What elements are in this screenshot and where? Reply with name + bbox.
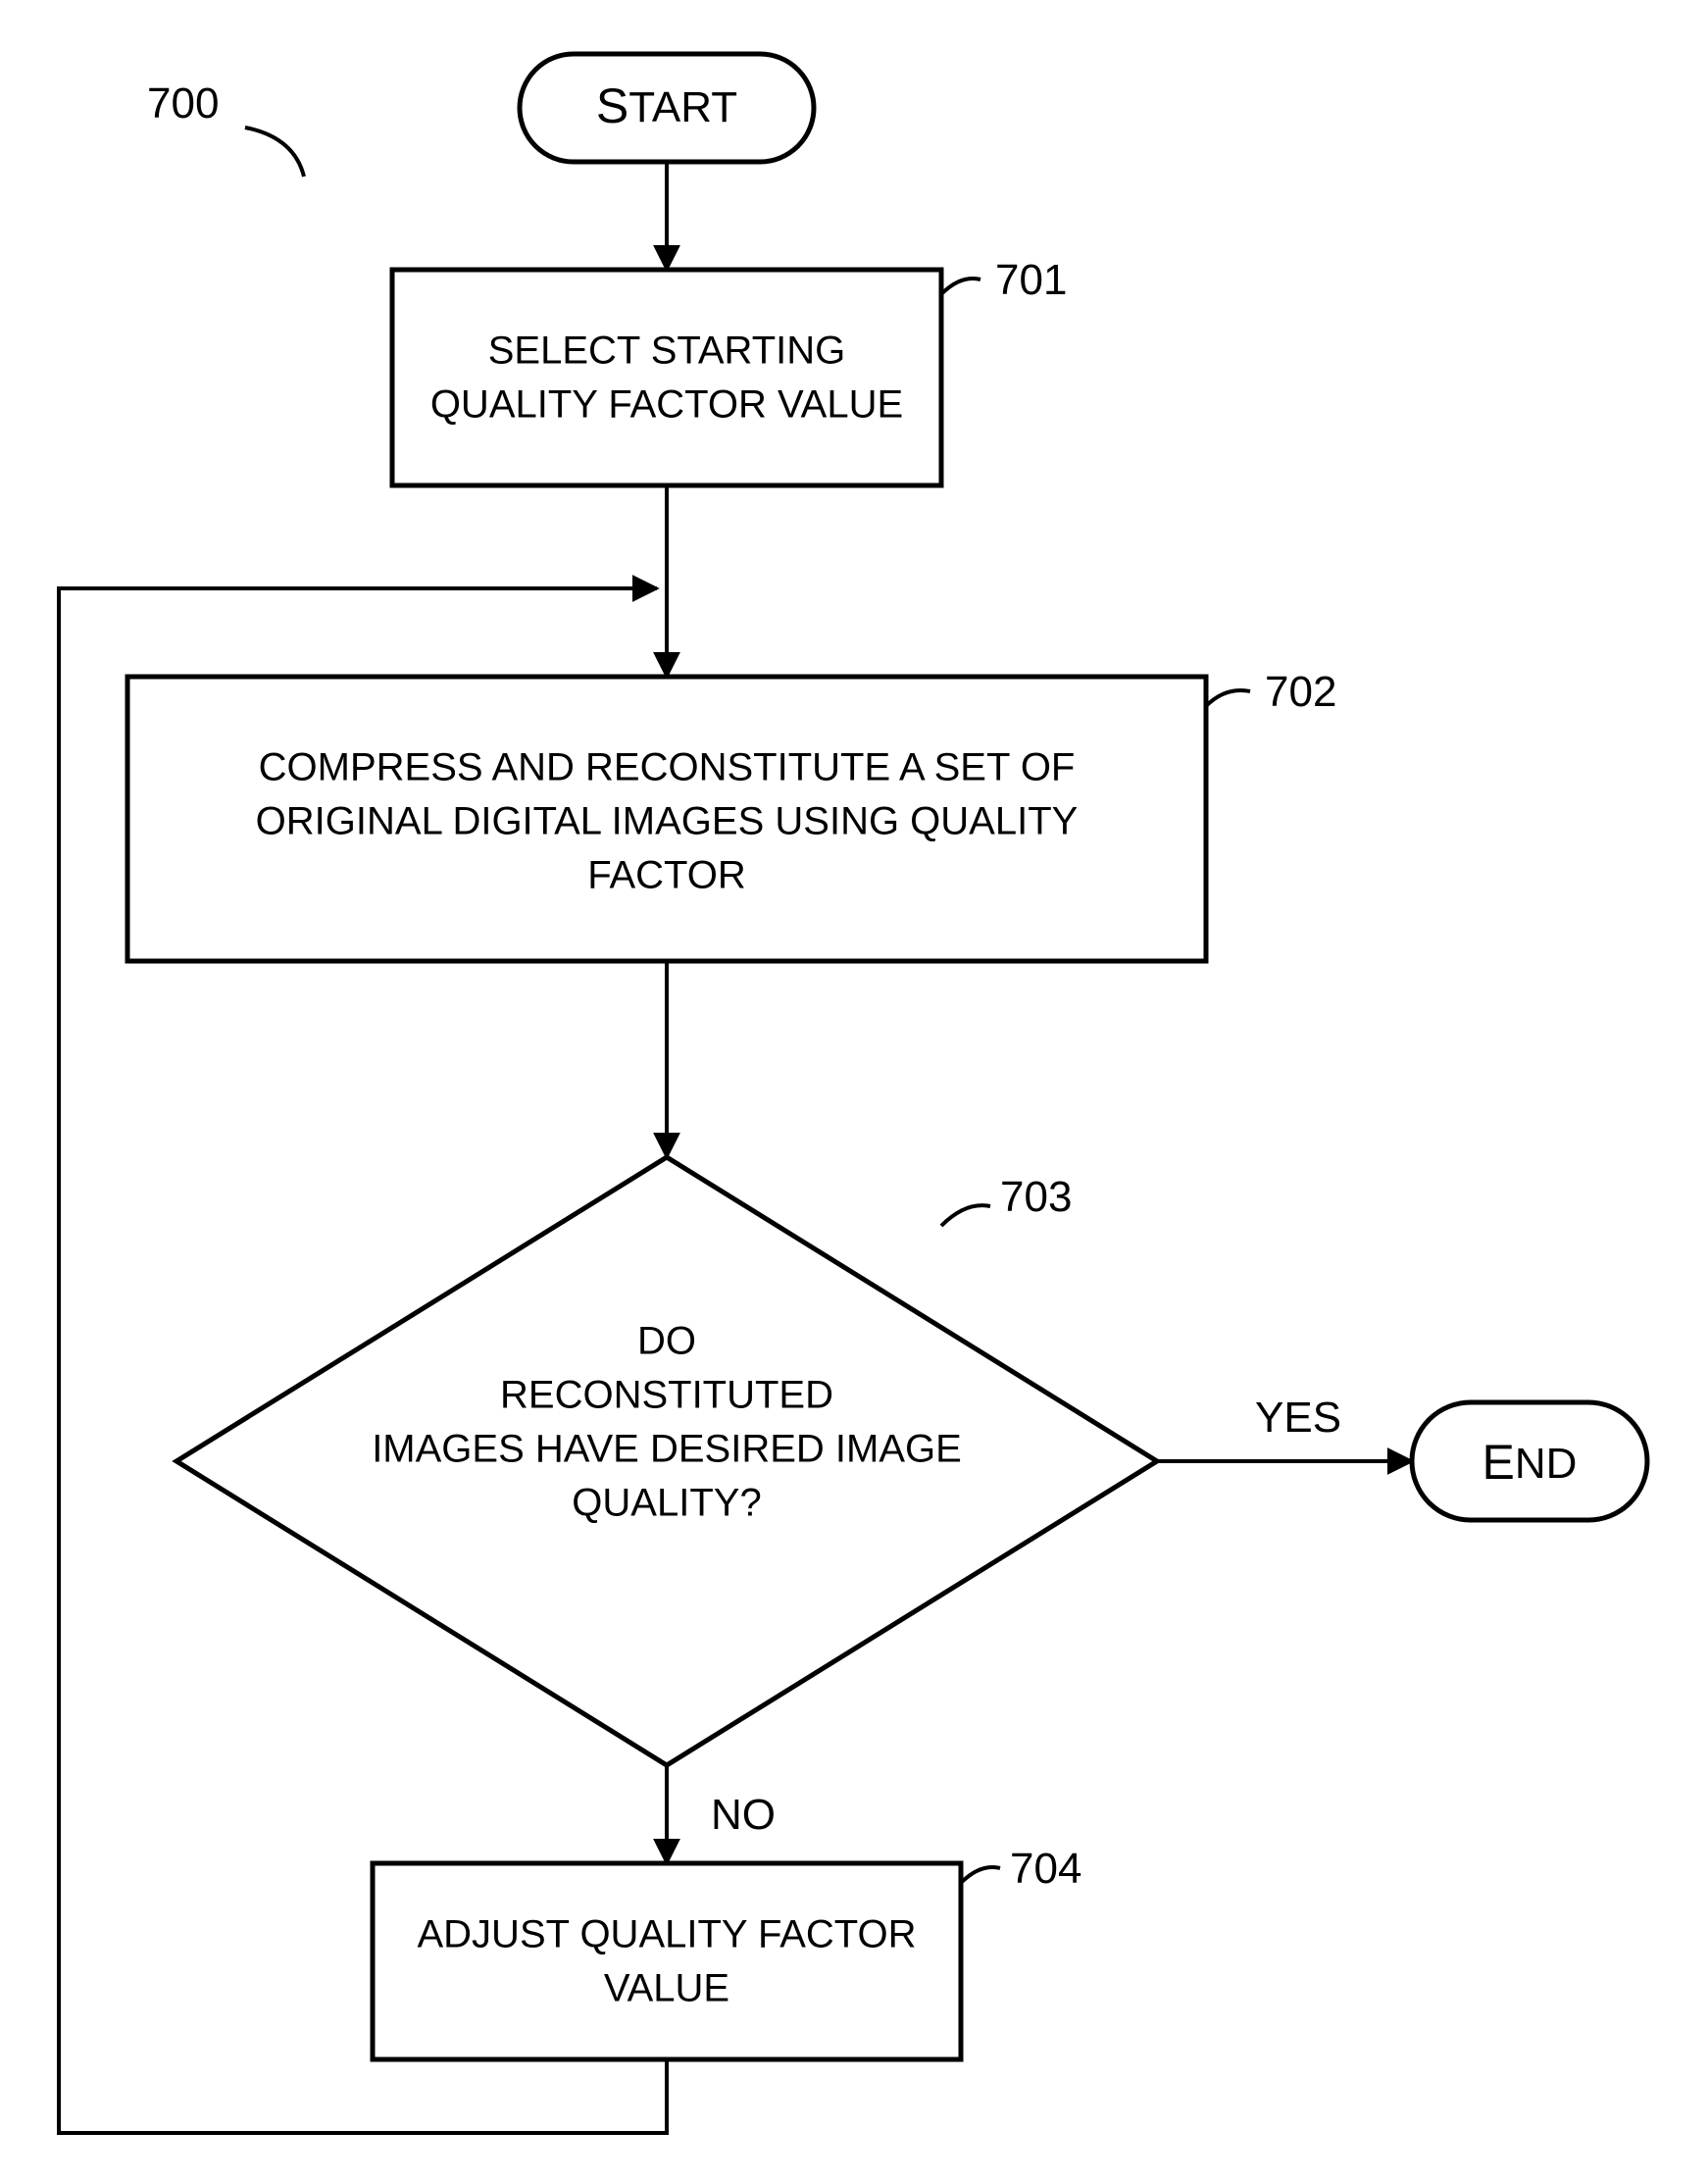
decision-703-line1: DO: [637, 1320, 696, 1363]
ref-702: 702: [1265, 668, 1336, 716]
ref-hook-701: [941, 279, 980, 294]
step-701: SELECT STARTING QUALITY FACTOR VALUE: [392, 270, 941, 485]
step-701-line1: SELECT STARTING: [488, 330, 846, 373]
svg-text:START: START: [596, 78, 737, 133]
step-704-line2: VALUE: [604, 1967, 729, 2010]
end-label-rest: ND: [1515, 1440, 1578, 1488]
decision-703-line4: QUALITY?: [572, 1482, 761, 1525]
step-702-line2: ORIGINAL DIGITAL IMAGES USING QUALITY: [256, 800, 1079, 843]
decision-703: DO RECONSTITUTED IMAGES HAVE DESIRED IMA…: [176, 1157, 1157, 1765]
step-704: ADJUST QUALITY FACTOR VALUE: [373, 1863, 961, 2059]
start-node: START: [520, 54, 814, 162]
ref-hook-702: [1206, 690, 1250, 706]
no-label: NO: [711, 1791, 776, 1839]
step-702-line3: FACTOR: [587, 854, 746, 897]
decision-703-line2: RECONSTITUTED: [500, 1374, 833, 1417]
figure-ref-hook: [245, 127, 304, 177]
ref-704: 704: [1010, 1845, 1081, 1893]
step-702-line1: COMPRESS AND RECONSTITUTE A SET OF: [259, 746, 1076, 789]
ref-hook-704: [961, 1867, 1000, 1883]
step-702: COMPRESS AND RECONSTITUTE A SET OF ORIGI…: [127, 677, 1206, 961]
decision-703-line3: IMAGES HAVE DESIRED IMAGE: [372, 1428, 962, 1471]
ref-703: 703: [1000, 1173, 1072, 1221]
figure-ref-label: 700: [147, 79, 219, 127]
ref-hook-703: [941, 1205, 990, 1226]
start-label-cap: S: [596, 78, 628, 133]
start-label-rest: TART: [628, 83, 737, 131]
end-label-cap: E: [1482, 1435, 1515, 1490]
end-node: END: [1412, 1402, 1647, 1520]
flowchart-diagram: 700 START SELECT STARTING QUALITY FACTOR…: [0, 0, 1708, 2182]
svg-text:END: END: [1482, 1435, 1578, 1490]
step-701-line2: QUALITY FACTOR VALUE: [430, 383, 903, 427]
yes-label: YES: [1255, 1394, 1341, 1442]
ref-701: 701: [995, 256, 1067, 304]
step-704-line1: ADJUST QUALITY FACTOR: [417, 1913, 916, 1956]
